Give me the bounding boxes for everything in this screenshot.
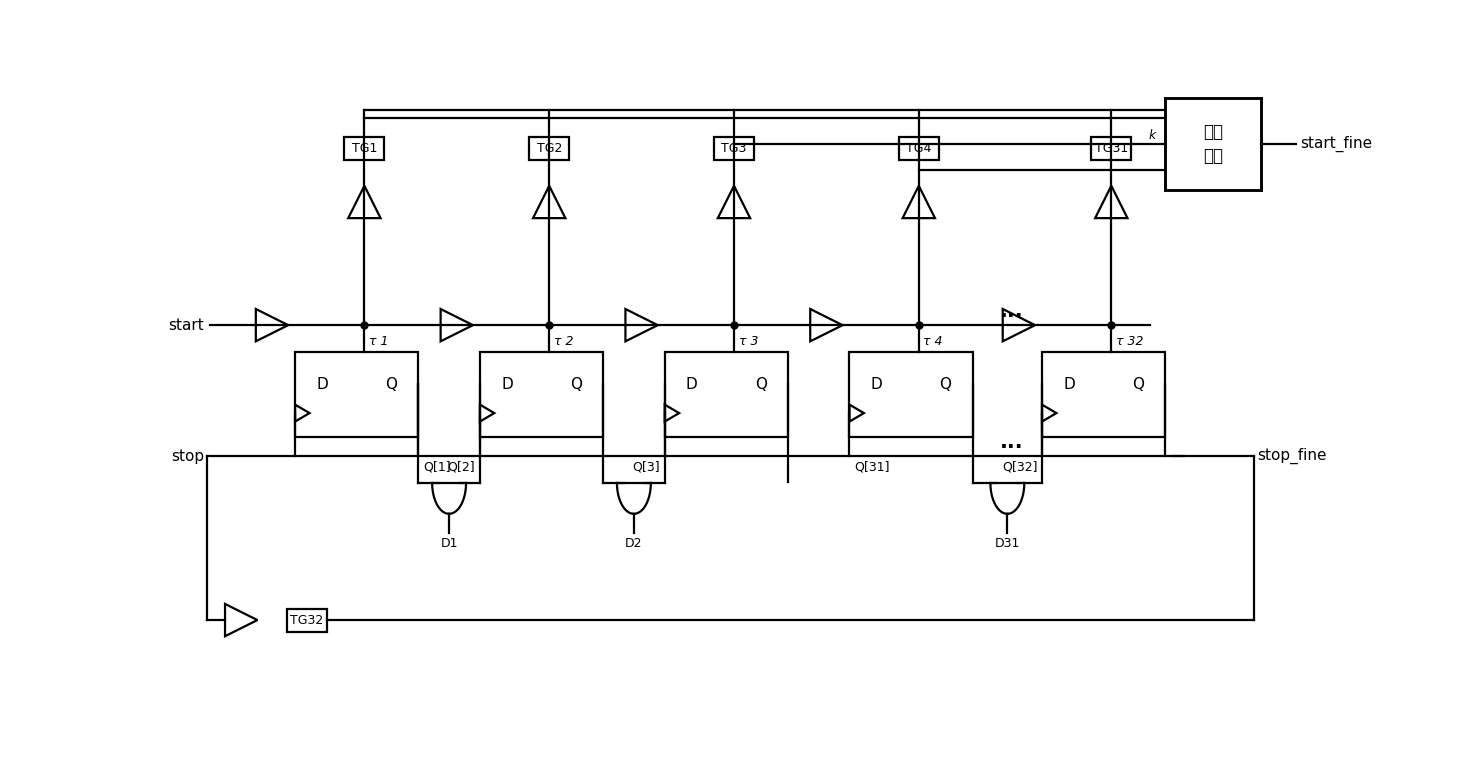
Text: D: D <box>686 376 698 392</box>
Bar <box>344 137 385 159</box>
Text: Q[2]: Q[2] <box>448 461 476 474</box>
Text: TG31: TG31 <box>1094 142 1128 155</box>
Text: TG2: TG2 <box>536 142 561 155</box>
Text: D31: D31 <box>995 537 1019 550</box>
Bar <box>529 137 569 159</box>
Bar <box>1091 137 1131 159</box>
Text: ...: ... <box>999 432 1022 452</box>
Text: τ 32: τ 32 <box>1116 335 1143 348</box>
Bar <box>714 137 754 159</box>
Text: D: D <box>316 376 328 392</box>
Text: D2: D2 <box>626 537 642 550</box>
Text: Q[1]: Q[1] <box>423 461 451 474</box>
Bar <box>1165 98 1262 191</box>
Bar <box>480 352 604 437</box>
Text: TG4: TG4 <box>906 142 931 155</box>
Text: TG3: TG3 <box>721 142 746 155</box>
Text: D: D <box>501 376 513 392</box>
Text: D: D <box>871 376 883 392</box>
Text: τ 2: τ 2 <box>554 335 573 348</box>
Text: start: start <box>169 318 204 332</box>
Text: Q: Q <box>570 376 582 392</box>
Text: Q[3]: Q[3] <box>633 461 660 474</box>
Text: τ 3: τ 3 <box>739 335 758 348</box>
Bar <box>664 352 787 437</box>
Bar <box>286 609 326 631</box>
Text: k: k <box>1149 129 1156 142</box>
Bar <box>1042 352 1165 437</box>
Text: start_fine: start_fine <box>1300 136 1372 153</box>
Text: TG32: TG32 <box>289 613 323 627</box>
Text: stop_fine: stop_fine <box>1257 448 1327 465</box>
Text: Q: Q <box>755 376 767 392</box>
Text: 动态
或门: 动态 或门 <box>1203 124 1224 165</box>
Text: τ 1: τ 1 <box>369 335 388 348</box>
Bar <box>849 352 972 437</box>
Text: Q[31]: Q[31] <box>853 461 890 474</box>
Text: Q: Q <box>940 376 952 392</box>
Text: D1: D1 <box>441 537 458 550</box>
Bar <box>295 352 419 437</box>
Text: D: D <box>1064 376 1075 392</box>
Text: stop: stop <box>170 449 204 464</box>
Text: Q: Q <box>385 376 397 392</box>
Bar <box>899 137 939 159</box>
Text: TG1: TG1 <box>351 142 378 155</box>
Text: ...: ... <box>999 301 1022 321</box>
Text: Q: Q <box>1133 376 1144 392</box>
Text: τ 4: τ 4 <box>924 335 943 348</box>
Text: Q[32]: Q[32] <box>1002 461 1037 474</box>
